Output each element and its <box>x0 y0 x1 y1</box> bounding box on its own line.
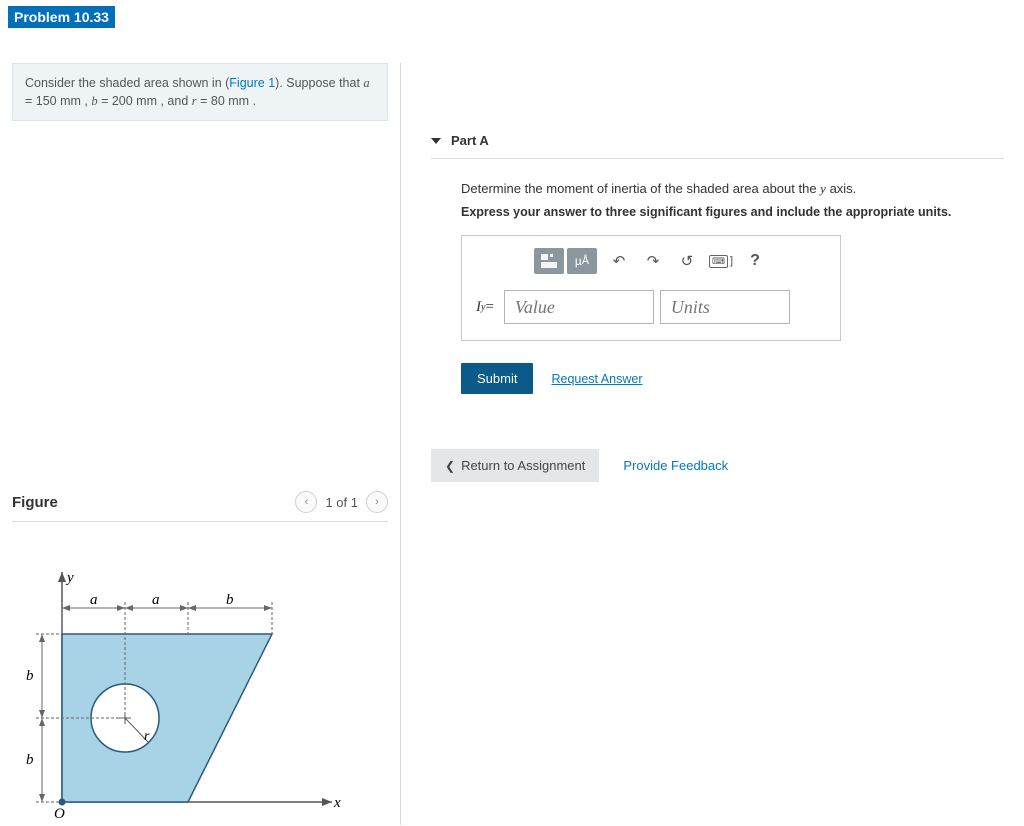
lhs-eq: = <box>485 299 493 316</box>
y-label: y <box>65 570 74 586</box>
dim-a1: a <box>90 592 98 608</box>
prompt-post: axis. <box>826 181 856 196</box>
prompt-text: Determine the moment of inertia of the s… <box>461 181 1004 197</box>
submit-row: Submit Request Answer <box>461 363 1004 394</box>
x-arrow <box>322 798 332 806</box>
answer-input-row: Iy = <box>474 290 828 324</box>
r-label: r <box>144 729 150 744</box>
keyboard-button[interactable]: ⌨] <box>708 248 734 274</box>
dim-a2: a <box>152 592 160 608</box>
units-button[interactable]: µÅ <box>567 248 597 274</box>
answer-box: µÅ ↶ ↷ ↺ ⌨] ? Iy = <box>461 235 841 341</box>
dim-b-top: b <box>226 592 234 608</box>
val-a: = 150 mm <box>25 94 81 108</box>
figure-next-button[interactable]: › <box>366 491 388 513</box>
part-body: Determine the moment of inertia of the s… <box>431 159 1004 394</box>
part-label: Part A <box>451 133 489 148</box>
figure-canvas: y x r <box>12 542 388 825</box>
val-b: = 200 mm <box>98 94 157 108</box>
x-label: x <box>333 795 341 811</box>
reset-button[interactable]: ↺ <box>674 248 700 274</box>
prompt-bold: Express your answer to three significant… <box>461 205 1004 219</box>
figure-nav: ‹ 1 of 1 › <box>295 491 388 513</box>
dim-b2: b <box>26 752 34 768</box>
footer-row: ❮ Return to Assignment Provide Feedback <box>431 449 1004 482</box>
redo-button[interactable]: ↷ <box>640 248 666 274</box>
y-arrow <box>58 572 66 582</box>
ps-pre: Consider the shaded area shown in ( <box>25 76 229 90</box>
value-input[interactable] <box>504 290 654 324</box>
chevron-left-icon: ❮ <box>445 459 455 473</box>
main-layout: Consider the shaded area shown in (Figur… <box>0 63 1024 825</box>
var-a: a <box>363 76 369 90</box>
origin-dot <box>59 799 66 806</box>
dim-b1: b <box>26 668 34 684</box>
answer-toolbar: µÅ ↶ ↷ ↺ ⌨] ? <box>474 248 828 274</box>
sep2: , and <box>157 94 192 108</box>
figure-header: Figure ‹ 1 of 1 › <box>12 491 388 522</box>
units-input[interactable] <box>660 290 790 324</box>
submit-button[interactable]: Submit <box>461 363 533 394</box>
origin-label: O <box>54 806 65 822</box>
help-button[interactable]: ? <box>742 248 768 274</box>
problem-title: Problem 10.33 <box>8 6 115 28</box>
undo-button[interactable]: ↶ <box>606 248 632 274</box>
figure-block: Figure ‹ 1 of 1 › y x <box>12 491 388 825</box>
right-column: Part A Determine the moment of inertia o… <box>401 63 1024 825</box>
return-label: Return to Assignment <box>461 458 585 473</box>
return-button[interactable]: ❮ Return to Assignment <box>431 449 599 482</box>
templates-button[interactable] <box>534 248 564 274</box>
figure-link[interactable]: Figure 1 <box>229 76 275 90</box>
val-r: = 80 mm <box>197 94 249 108</box>
ps-post: ). Suppose that <box>275 76 363 90</box>
request-answer-link[interactable]: Request Answer <box>551 372 642 386</box>
figure-prev-button[interactable]: ‹ <box>295 491 317 513</box>
feedback-link[interactable]: Provide Feedback <box>623 458 728 473</box>
figure-heading: Figure <box>12 494 58 511</box>
sep1: , <box>81 94 91 108</box>
caret-down-icon <box>431 138 441 144</box>
problem-statement: Consider the shaded area shown in (Figur… <box>12 63 388 121</box>
answer-lhs: Iy = <box>474 290 498 324</box>
part-header[interactable]: Part A <box>431 133 1004 159</box>
left-column: Consider the shaded area shown in (Figur… <box>0 63 400 825</box>
figure-counter: 1 of 1 <box>325 495 358 510</box>
period: . <box>249 94 256 108</box>
figure-svg: y x r <box>12 542 352 822</box>
prompt-pre: Determine the moment of inertia of the s… <box>461 181 820 196</box>
